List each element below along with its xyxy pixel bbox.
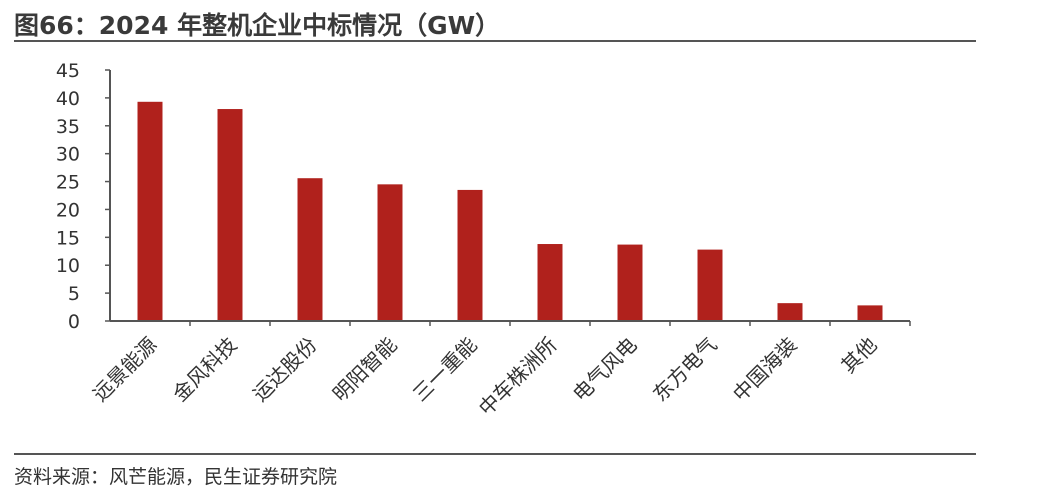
x-category-label: 运达股份 <box>248 333 322 407</box>
x-category-label: 其他 <box>836 333 881 378</box>
bar <box>697 249 723 321</box>
bar <box>457 189 483 321</box>
x-category-label: 东方电气 <box>648 333 722 407</box>
bar <box>297 178 323 321</box>
y-tick-label: 5 <box>68 283 80 305</box>
bar <box>217 109 243 322</box>
bar <box>857 305 883 321</box>
y-tick-label: 45 <box>56 60 80 82</box>
bar <box>537 244 563 321</box>
y-axis: 0 5 10 15 20 25 30 35 40 45 <box>56 60 111 333</box>
x-category-label: 远景能源 <box>88 333 162 407</box>
bar <box>137 101 163 321</box>
x-category-label: 三一重能 <box>408 333 482 407</box>
x-category-label: 电气风电 <box>568 333 642 407</box>
y-tick-label: 10 <box>56 255 80 277</box>
source-note: 资料来源：风芒能源，民生证券研究院 <box>14 466 338 488</box>
y-tick-label: 25 <box>56 172 80 194</box>
bar <box>617 244 643 321</box>
bar <box>377 184 403 321</box>
x-category-label: 金风科技 <box>168 333 242 407</box>
y-tick-label: 15 <box>56 227 80 249</box>
y-tick-label: 40 <box>56 88 80 110</box>
y-tick-label: 20 <box>56 199 80 221</box>
y-tick-label: 0 <box>68 311 80 333</box>
bar <box>777 303 803 321</box>
title-divider <box>14 40 976 42</box>
x-category-label: 中车株洲所 <box>474 333 562 421</box>
bars <box>137 101 883 322</box>
chart-title: 图66：2024 年整机企业中标情况（GW） <box>14 11 501 40</box>
x-category-label: 明阳智能 <box>328 333 402 407</box>
x-category-label: 中国海装 <box>728 333 802 407</box>
y-tick-label: 30 <box>56 144 80 166</box>
source-divider <box>14 453 976 455</box>
y-tick-label: 35 <box>56 116 80 138</box>
